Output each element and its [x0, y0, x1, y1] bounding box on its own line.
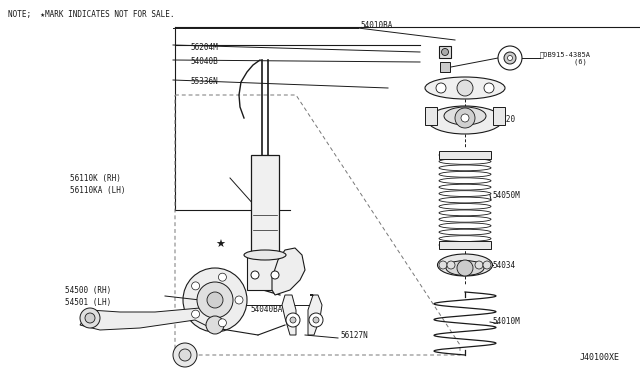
Circle shape	[483, 261, 491, 269]
Text: 54040BA: 54040BA	[250, 305, 282, 314]
Circle shape	[498, 46, 522, 70]
Polygon shape	[272, 248, 305, 295]
Circle shape	[457, 260, 473, 276]
Text: 56110K (RH): 56110K (RH)	[70, 173, 121, 183]
Text: 56110KA (LH): 56110KA (LH)	[70, 186, 125, 195]
Circle shape	[457, 80, 473, 96]
Circle shape	[206, 316, 224, 334]
Text: ★: ★	[215, 240, 225, 250]
Circle shape	[461, 114, 469, 122]
Ellipse shape	[428, 106, 502, 134]
Polygon shape	[308, 295, 322, 335]
Bar	[251, 155, 279, 255]
Ellipse shape	[439, 210, 491, 216]
Circle shape	[235, 296, 243, 304]
Text: 54010BA: 54010BA	[360, 20, 392, 29]
Circle shape	[309, 313, 323, 327]
Ellipse shape	[439, 242, 491, 248]
Circle shape	[191, 282, 200, 290]
Ellipse shape	[439, 217, 491, 222]
Text: ⓅOB915-4385A
        (6): ⓅOB915-4385A (6)	[540, 51, 591, 65]
Circle shape	[504, 52, 516, 64]
Ellipse shape	[439, 236, 491, 241]
Ellipse shape	[439, 191, 491, 196]
Bar	[439, 241, 491, 249]
Ellipse shape	[439, 229, 491, 235]
Ellipse shape	[439, 152, 491, 158]
Ellipse shape	[439, 158, 491, 164]
Polygon shape	[282, 295, 296, 335]
Polygon shape	[80, 308, 220, 330]
Ellipse shape	[439, 223, 491, 229]
Circle shape	[191, 310, 200, 318]
Ellipse shape	[439, 203, 491, 209]
Bar	[247, 255, 283, 290]
Text: 54501 (LH): 54501 (LH)	[65, 298, 111, 308]
Circle shape	[460, 83, 470, 93]
Circle shape	[290, 317, 296, 323]
Circle shape	[218, 319, 227, 327]
Text: NOTE;  ★MARK INDICATES NOT FOR SALE.: NOTE; ★MARK INDICATES NOT FOR SALE.	[8, 10, 175, 19]
Bar	[440, 62, 450, 72]
Bar	[493, 107, 505, 125]
Ellipse shape	[439, 197, 491, 203]
Circle shape	[484, 83, 494, 93]
Circle shape	[508, 55, 513, 61]
Text: 54034: 54034	[492, 260, 515, 269]
Circle shape	[197, 282, 233, 318]
Text: J40100XE: J40100XE	[580, 353, 620, 362]
Ellipse shape	[446, 260, 484, 276]
Text: 54320: 54320	[492, 115, 515, 125]
Circle shape	[313, 317, 319, 323]
Ellipse shape	[439, 178, 491, 184]
Circle shape	[80, 308, 100, 328]
Ellipse shape	[439, 184, 491, 190]
Ellipse shape	[439, 165, 491, 171]
Circle shape	[286, 313, 300, 327]
Bar	[439, 151, 491, 159]
Circle shape	[179, 349, 191, 361]
Text: 54010M: 54010M	[492, 317, 520, 327]
Text: 54500 (RH): 54500 (RH)	[65, 286, 111, 295]
Text: 56127N: 56127N	[340, 331, 368, 340]
Text: 54050M: 54050M	[492, 190, 520, 199]
Circle shape	[447, 261, 455, 269]
Circle shape	[183, 268, 247, 332]
Bar	[439, 46, 451, 58]
Ellipse shape	[244, 250, 286, 260]
Circle shape	[207, 292, 223, 308]
Circle shape	[439, 261, 447, 269]
Circle shape	[85, 313, 95, 323]
Ellipse shape	[439, 171, 491, 177]
Ellipse shape	[438, 254, 493, 276]
Ellipse shape	[425, 77, 505, 99]
Circle shape	[442, 48, 449, 55]
Circle shape	[436, 83, 446, 93]
Text: 55336N: 55336N	[190, 77, 218, 87]
Ellipse shape	[444, 107, 486, 125]
Circle shape	[475, 261, 483, 269]
Circle shape	[455, 108, 475, 128]
Circle shape	[271, 271, 279, 279]
Bar	[425, 107, 437, 125]
Circle shape	[218, 273, 227, 281]
Circle shape	[173, 343, 197, 367]
Text: 56204M: 56204M	[190, 44, 218, 52]
Text: 54040B: 54040B	[190, 58, 218, 67]
Circle shape	[251, 271, 259, 279]
